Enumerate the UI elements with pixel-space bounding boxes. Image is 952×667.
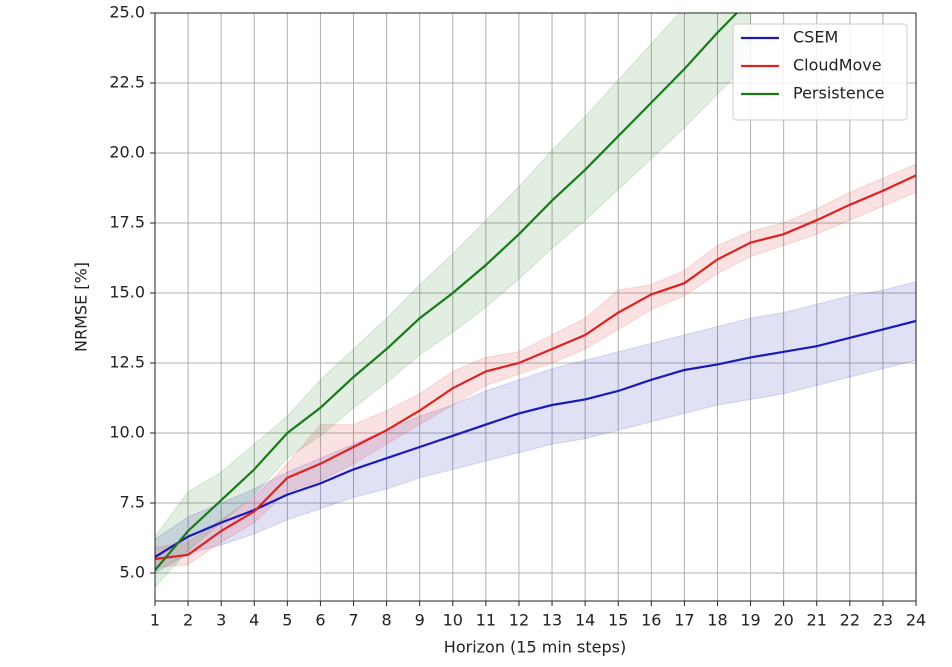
x-tick-label: 16 <box>641 611 661 630</box>
x-tick-label: 14 <box>575 611 595 630</box>
x-tick-label: 19 <box>740 611 760 630</box>
plot-frame <box>154 12 917 602</box>
legend-label: Persistence <box>793 84 885 103</box>
line-series <box>155 13 739 571</box>
x-tick-label: 6 <box>315 611 325 630</box>
plot-content <box>155 13 916 588</box>
x-tick-label: 23 <box>873 611 893 630</box>
x-tick-label: 12 <box>509 611 529 630</box>
x-tick-label: 11 <box>476 611 496 630</box>
x-tick-label: 17 <box>674 611 694 630</box>
y-tick-label: 17.5 <box>109 213 145 232</box>
x-tick-label: 3 <box>216 611 226 630</box>
x-tick-label: 20 <box>773 611 793 630</box>
y-tick-label: 15.0 <box>109 283 145 302</box>
error-band <box>155 163 916 568</box>
x-tick-label: 5 <box>282 611 292 630</box>
x-tick-label: 18 <box>707 611 727 630</box>
legend-label: CloudMove <box>793 56 882 75</box>
y-tick-label: 20.0 <box>109 143 145 162</box>
x-tick-label: 7 <box>348 611 358 630</box>
y-tick-label: 25.0 <box>109 3 145 22</box>
y-tick-label: 12.5 <box>109 353 145 372</box>
line-series <box>155 174 916 561</box>
x-tick-label: 8 <box>382 611 392 630</box>
x-tick-label: 15 <box>608 611 628 630</box>
x-tick-label: 2 <box>183 611 193 630</box>
error-band <box>155 281 916 574</box>
x-tick-label: 1 <box>150 611 160 630</box>
legend-box <box>732 23 908 121</box>
y-axis-label: NRMSE [%] <box>72 262 91 352</box>
x-tick-label: 22 <box>840 611 860 630</box>
legend-label: CSEM <box>793 28 838 47</box>
y-tick-label: 22.5 <box>109 73 145 92</box>
x-axis-label: Horizon (15 min steps) <box>444 638 626 657</box>
line-series <box>155 319 916 558</box>
x-tick-label: 13 <box>542 611 562 630</box>
x-tick-label: 24 <box>906 611 926 630</box>
y-tick-label: 5.0 <box>120 563 145 582</box>
y-tick-label: 7.5 <box>120 493 145 512</box>
x-tick-label: 10 <box>443 611 463 630</box>
x-tick-label: 9 <box>415 611 425 630</box>
x-tick-label: 21 <box>807 611 827 630</box>
x-tick-label: 4 <box>249 611 259 630</box>
y-tick-label: 10.0 <box>109 423 145 442</box>
